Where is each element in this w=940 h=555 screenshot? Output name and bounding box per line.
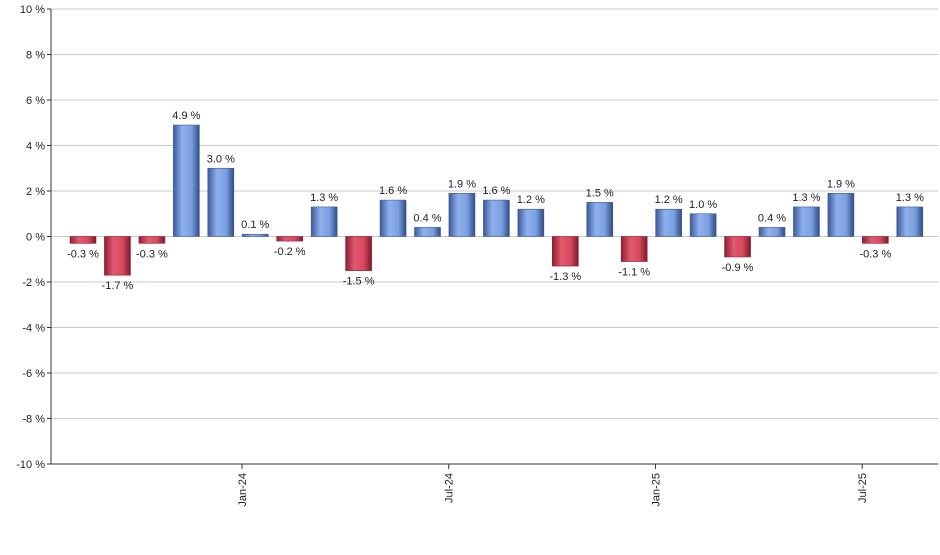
y-tick-label: 6 % bbox=[26, 95, 45, 107]
y-tick-label: -6 % bbox=[22, 368, 45, 380]
y-tick-label: 2 % bbox=[26, 186, 45, 198]
data-label: 4.9 % bbox=[172, 110, 200, 122]
data-label: -0.2 % bbox=[274, 246, 306, 258]
y-tick-label: -10 % bbox=[16, 459, 45, 471]
data-label: 1.9 % bbox=[827, 178, 855, 190]
bar-positive bbox=[207, 167, 235, 237]
bar-positive bbox=[379, 199, 407, 237]
y-tick-label: -4 % bbox=[22, 323, 45, 335]
data-label: 1.0 % bbox=[689, 199, 717, 211]
data-label: -0.3 % bbox=[67, 248, 99, 260]
bar-positive bbox=[173, 124, 200, 237]
bar-positive bbox=[758, 227, 786, 237]
y-tick-label: 10 % bbox=[20, 4, 45, 16]
data-label: -1.1 % bbox=[618, 267, 650, 279]
bar-positive bbox=[517, 208, 545, 237]
x-tick-label: Jan-24 bbox=[237, 473, 249, 507]
x-tick-label: Jul-24 bbox=[444, 473, 456, 503]
x-tick-label: Jul-25 bbox=[857, 473, 869, 503]
bar-negative bbox=[724, 236, 751, 258]
bar-negative bbox=[138, 236, 166, 244]
data-label: -0.3 % bbox=[859, 248, 891, 260]
bar-negative bbox=[104, 236, 131, 276]
y-axis-ticks: 10 % 8 % 6 % 4 % 2 % 0 % -2 % -4 % -6 % -8 % -10 % bbox=[16, 4, 51, 471]
bar-negative bbox=[69, 236, 97, 244]
bar-negative bbox=[862, 236, 889, 244]
data-label: -1.3 % bbox=[549, 271, 581, 283]
y-tick-label: 8 % bbox=[26, 50, 45, 62]
data-label: -0.3 % bbox=[136, 248, 168, 260]
data-label: 1.3 % bbox=[896, 192, 924, 204]
data-label: 3.0 % bbox=[207, 153, 235, 165]
data-label: 1.9 % bbox=[448, 178, 476, 190]
bar-positive bbox=[241, 233, 269, 237]
bar-positive bbox=[689, 213, 717, 237]
data-label: 1.2 % bbox=[517, 194, 545, 206]
data-label: 0.1 % bbox=[241, 219, 269, 231]
y-tick-label: -2 % bbox=[22, 277, 45, 289]
bar-negative bbox=[345, 236, 372, 271]
bars bbox=[69, 124, 924, 276]
data-label: 0.4 % bbox=[413, 212, 441, 224]
bar-positive bbox=[896, 206, 924, 237]
data-label: -1.5 % bbox=[343, 276, 375, 288]
data-label: -1.7 % bbox=[102, 280, 134, 292]
y-tick-label: 0 % bbox=[26, 232, 45, 244]
data-label: 0.4 % bbox=[758, 212, 786, 224]
data-label: 1.6 % bbox=[379, 185, 407, 197]
bar-positive bbox=[827, 192, 855, 237]
data-label: 1.5 % bbox=[586, 187, 614, 199]
data-label: 1.6 % bbox=[482, 185, 510, 197]
data-label: -0.9 % bbox=[722, 262, 754, 274]
axes bbox=[50, 9, 938, 465]
data-labels: -0.3 % -1.7 % -0.3 % 4.9 % 3.0 % 0.1 % -0.2 % 1… bbox=[67, 110, 924, 292]
y-tick-label: 4 % bbox=[26, 141, 45, 153]
bar-positive bbox=[793, 206, 820, 237]
bar-positive bbox=[448, 192, 476, 237]
bar-negative bbox=[276, 236, 304, 242]
bar-positive bbox=[586, 202, 614, 237]
data-label: 1.3 % bbox=[792, 192, 820, 204]
bar-positive bbox=[310, 206, 338, 237]
data-label: 1.2 % bbox=[655, 194, 683, 206]
bar-negative bbox=[551, 236, 579, 267]
x-tick-label: Jan-25 bbox=[650, 473, 662, 507]
x-axis-ticks: Jan-24 Jul-24 Jan-25 Jul-25 bbox=[237, 464, 869, 507]
bar-positive bbox=[483, 199, 510, 237]
bar-negative bbox=[620, 236, 648, 262]
bar-positive bbox=[414, 227, 441, 237]
data-label: 1.3 % bbox=[310, 192, 338, 204]
bar-positive bbox=[655, 208, 682, 237]
y-tick-label: -8 % bbox=[22, 414, 45, 426]
